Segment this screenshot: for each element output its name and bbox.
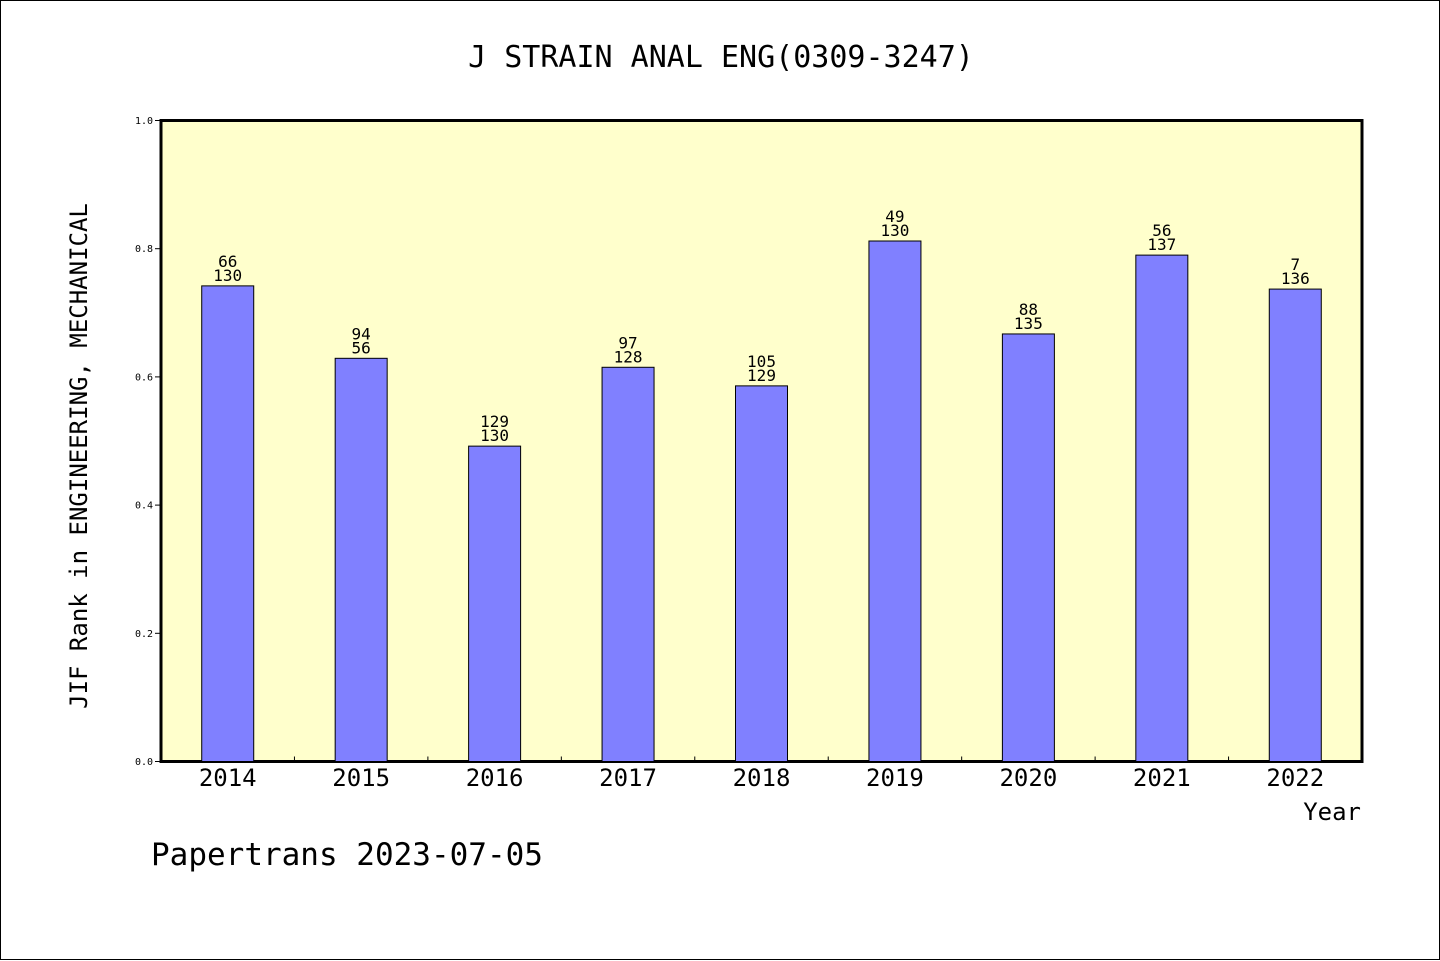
x-axis: 2014 2015 2016 2017 2018 2019 2020 2021 2022 bbox=[199, 756, 1324, 792]
x-tick-label: 2017 bbox=[599, 764, 657, 792]
x-tick-label: 2016 bbox=[466, 764, 524, 792]
data-label-total: 128 bbox=[614, 347, 643, 366]
data-label-total: 129 bbox=[747, 366, 776, 385]
x-tick-label: 2020 bbox=[999, 764, 1057, 792]
x-tick-label: 2021 bbox=[1133, 764, 1191, 792]
bar bbox=[334, 357, 388, 762]
bar bbox=[468, 445, 522, 762]
x-tick-label: 2014 bbox=[199, 764, 257, 792]
x-axis-label: Year bbox=[1303, 798, 1361, 826]
y-tick-label: 0.6 bbox=[135, 372, 153, 383]
bar bbox=[1001, 333, 1055, 762]
data-label-rank: 97 bbox=[618, 333, 637, 352]
data-label-rank: 66 bbox=[218, 252, 237, 271]
data-label-total: 130 bbox=[480, 426, 509, 445]
chart-title: J STRAIN ANAL ENG(0309-3247) bbox=[468, 40, 974, 75]
data-label-rank: 105 bbox=[747, 352, 776, 371]
x-tick-label: 2018 bbox=[733, 764, 791, 792]
y-tick-label: 0.8 bbox=[135, 244, 153, 255]
data-label-rank: 49 bbox=[885, 207, 904, 226]
y-axis-label: JIF Rank in ENGINEERING, MECHANICAL bbox=[65, 203, 93, 709]
data-label-total: 135 bbox=[1014, 314, 1043, 333]
y-axis: 0.0 0.2 0.4 0.6 0.8 1.0 bbox=[135, 116, 161, 768]
data-label-total: 137 bbox=[1147, 235, 1176, 254]
data-label-rank: 129 bbox=[480, 412, 509, 431]
data-label-rank: 94 bbox=[352, 324, 371, 343]
data-label-rank: 56 bbox=[1152, 221, 1171, 240]
bar bbox=[868, 240, 922, 762]
y-tick-label: 0.0 bbox=[135, 757, 153, 768]
bar bbox=[735, 385, 788, 762]
data-label-total: 130 bbox=[880, 221, 909, 240]
data-label-total: 130 bbox=[213, 266, 242, 285]
data-label-rank: 88 bbox=[1019, 300, 1038, 319]
y-tick-label: 0.2 bbox=[135, 629, 153, 640]
x-tick-label: 2022 bbox=[1266, 764, 1324, 792]
data-label-total: 56 bbox=[352, 338, 371, 357]
x-tick-label: 2019 bbox=[866, 764, 924, 792]
bars bbox=[201, 240, 1322, 763]
y-tick-label: 1.0 bbox=[135, 116, 153, 127]
data-label-total: 136 bbox=[1281, 269, 1310, 288]
data-label-rank: 7 bbox=[1290, 255, 1300, 274]
bar bbox=[201, 285, 255, 762]
y-tick-label: 0.4 bbox=[135, 501, 153, 512]
x-tick-label: 2015 bbox=[332, 764, 390, 792]
bar bbox=[1135, 254, 1189, 763]
footer-credit: Papertrans 2023-07-05 bbox=[151, 837, 543, 873]
bar bbox=[601, 366, 655, 762]
bar bbox=[1268, 288, 1322, 762]
